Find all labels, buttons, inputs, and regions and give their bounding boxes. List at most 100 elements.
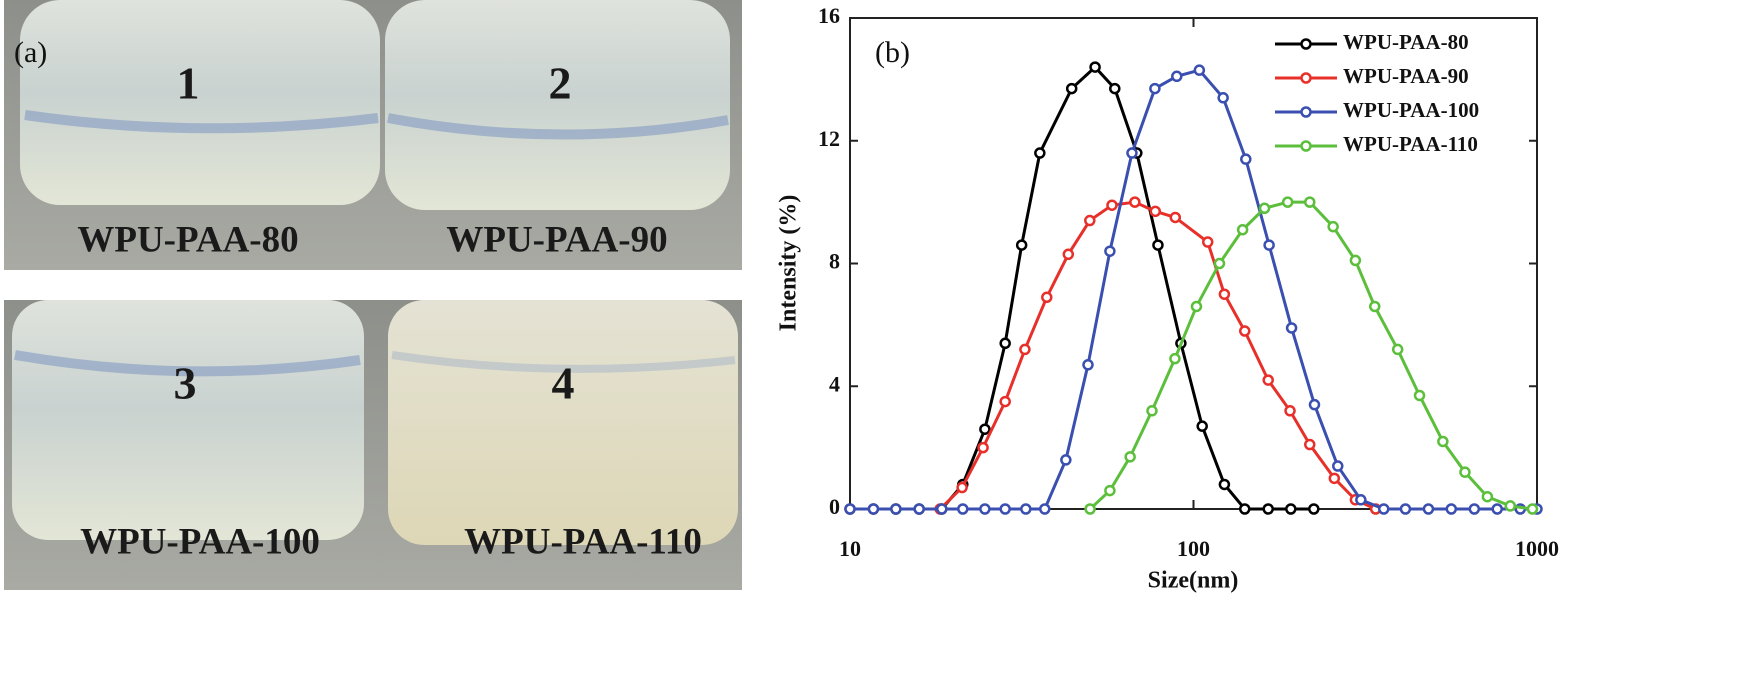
data-point <box>1236 223 1249 236</box>
data-point <box>1526 503 1539 515</box>
data-point <box>1437 435 1449 448</box>
data-point <box>1459 466 1471 478</box>
data-point <box>1332 460 1344 472</box>
data-point <box>1218 288 1231 300</box>
meniscus <box>391 351 736 373</box>
data-point <box>844 503 856 515</box>
data-point <box>1349 254 1362 267</box>
data-point <box>890 503 902 515</box>
data-point <box>1104 245 1116 257</box>
data-point <box>1481 490 1494 503</box>
data-point <box>1304 438 1316 451</box>
data-point <box>1149 82 1161 95</box>
data-point <box>1304 196 1316 208</box>
data-point <box>1124 451 1136 463</box>
sample-number: 4 <box>552 358 575 409</box>
data-point <box>1152 239 1164 251</box>
sample-number: 2 <box>549 58 572 109</box>
data-point <box>999 337 1011 350</box>
data-point <box>979 503 991 515</box>
data-point <box>1445 503 1458 515</box>
x-tick-label: 100 <box>1177 536 1210 561</box>
sample-name: WPU-PAA-110 <box>464 521 702 562</box>
data-point <box>1239 503 1251 515</box>
data-point <box>979 423 991 435</box>
data-point <box>1169 211 1182 224</box>
data-point <box>1106 199 1118 211</box>
series-line <box>850 64 1314 511</box>
y-tick-label: 0 <box>829 494 840 519</box>
data-point <box>1217 92 1229 104</box>
legend-marker <box>1300 72 1312 84</box>
data-point <box>1015 239 1028 251</box>
legend-marker <box>1300 140 1312 152</box>
y-tick-label: 12 <box>818 126 840 151</box>
plot-frame <box>849 17 1538 510</box>
data-point <box>1355 494 1367 506</box>
data-point <box>1039 503 1051 515</box>
data-point <box>999 503 1011 515</box>
jar <box>385 0 730 210</box>
panel-label: (b) <box>875 36 910 69</box>
legend-marker <box>1300 106 1312 118</box>
data-point <box>1285 322 1298 334</box>
x-tick-label: 10 <box>839 536 861 561</box>
data-point <box>1328 472 1341 485</box>
data-point <box>1327 220 1339 233</box>
data-point <box>1020 503 1032 515</box>
data-point <box>1129 196 1141 208</box>
data-point <box>1034 147 1046 159</box>
data-point <box>1169 352 1181 365</box>
data-point <box>1193 64 1206 76</box>
data-point <box>1413 389 1426 402</box>
x-axis-title: Size(nm) <box>1148 568 1239 594</box>
data-point <box>1041 291 1053 304</box>
data-point <box>999 395 1011 408</box>
data-point <box>1065 82 1078 95</box>
data-point <box>1109 82 1121 95</box>
sample-name: WPU-PAA-100 <box>80 521 320 562</box>
data-point <box>1240 153 1252 165</box>
legend-label: WPU-PAA-100 <box>1343 98 1479 122</box>
data-point <box>1060 454 1072 466</box>
data-point <box>1084 503 1096 515</box>
data-point <box>956 481 968 494</box>
data-point <box>1062 248 1075 261</box>
meniscus <box>387 113 729 140</box>
meniscus <box>14 350 361 377</box>
data-point <box>1149 205 1162 218</box>
data-point <box>1368 300 1381 313</box>
data-point <box>957 503 969 515</box>
data-point <box>1146 405 1158 417</box>
data-point <box>867 503 880 515</box>
y-tick-label: 8 <box>829 249 840 274</box>
legend-label: WPU-PAA-90 <box>1343 64 1469 88</box>
data-point <box>1218 478 1231 491</box>
sample-number: 3 <box>174 358 197 409</box>
data-point <box>1284 405 1296 417</box>
data-point <box>1213 257 1226 270</box>
data-point <box>1171 70 1183 83</box>
meniscus <box>24 110 379 134</box>
data-point <box>936 503 948 515</box>
legend-marker <box>1300 38 1312 50</box>
data-point <box>1201 236 1214 248</box>
sample-number: 1 <box>177 58 200 109</box>
data-point <box>1084 214 1096 227</box>
data-point <box>977 441 989 454</box>
data-point <box>1391 343 1404 356</box>
y-tick-label: 16 <box>818 3 840 28</box>
sample-name: WPU-PAA-80 <box>77 219 298 260</box>
data-point <box>1104 484 1116 497</box>
data-point <box>913 503 925 515</box>
panel-label: (a) <box>14 36 47 69</box>
data-point <box>1089 61 1101 73</box>
y-axis-title: Intensity (%) <box>776 195 802 332</box>
data-point <box>1196 420 1208 432</box>
data-point <box>1308 503 1320 515</box>
data-point <box>1263 239 1275 251</box>
x-tick-label: 1000 <box>1515 536 1559 561</box>
data-point <box>1491 503 1503 515</box>
data-point <box>1258 202 1271 215</box>
data-point <box>1126 147 1138 159</box>
